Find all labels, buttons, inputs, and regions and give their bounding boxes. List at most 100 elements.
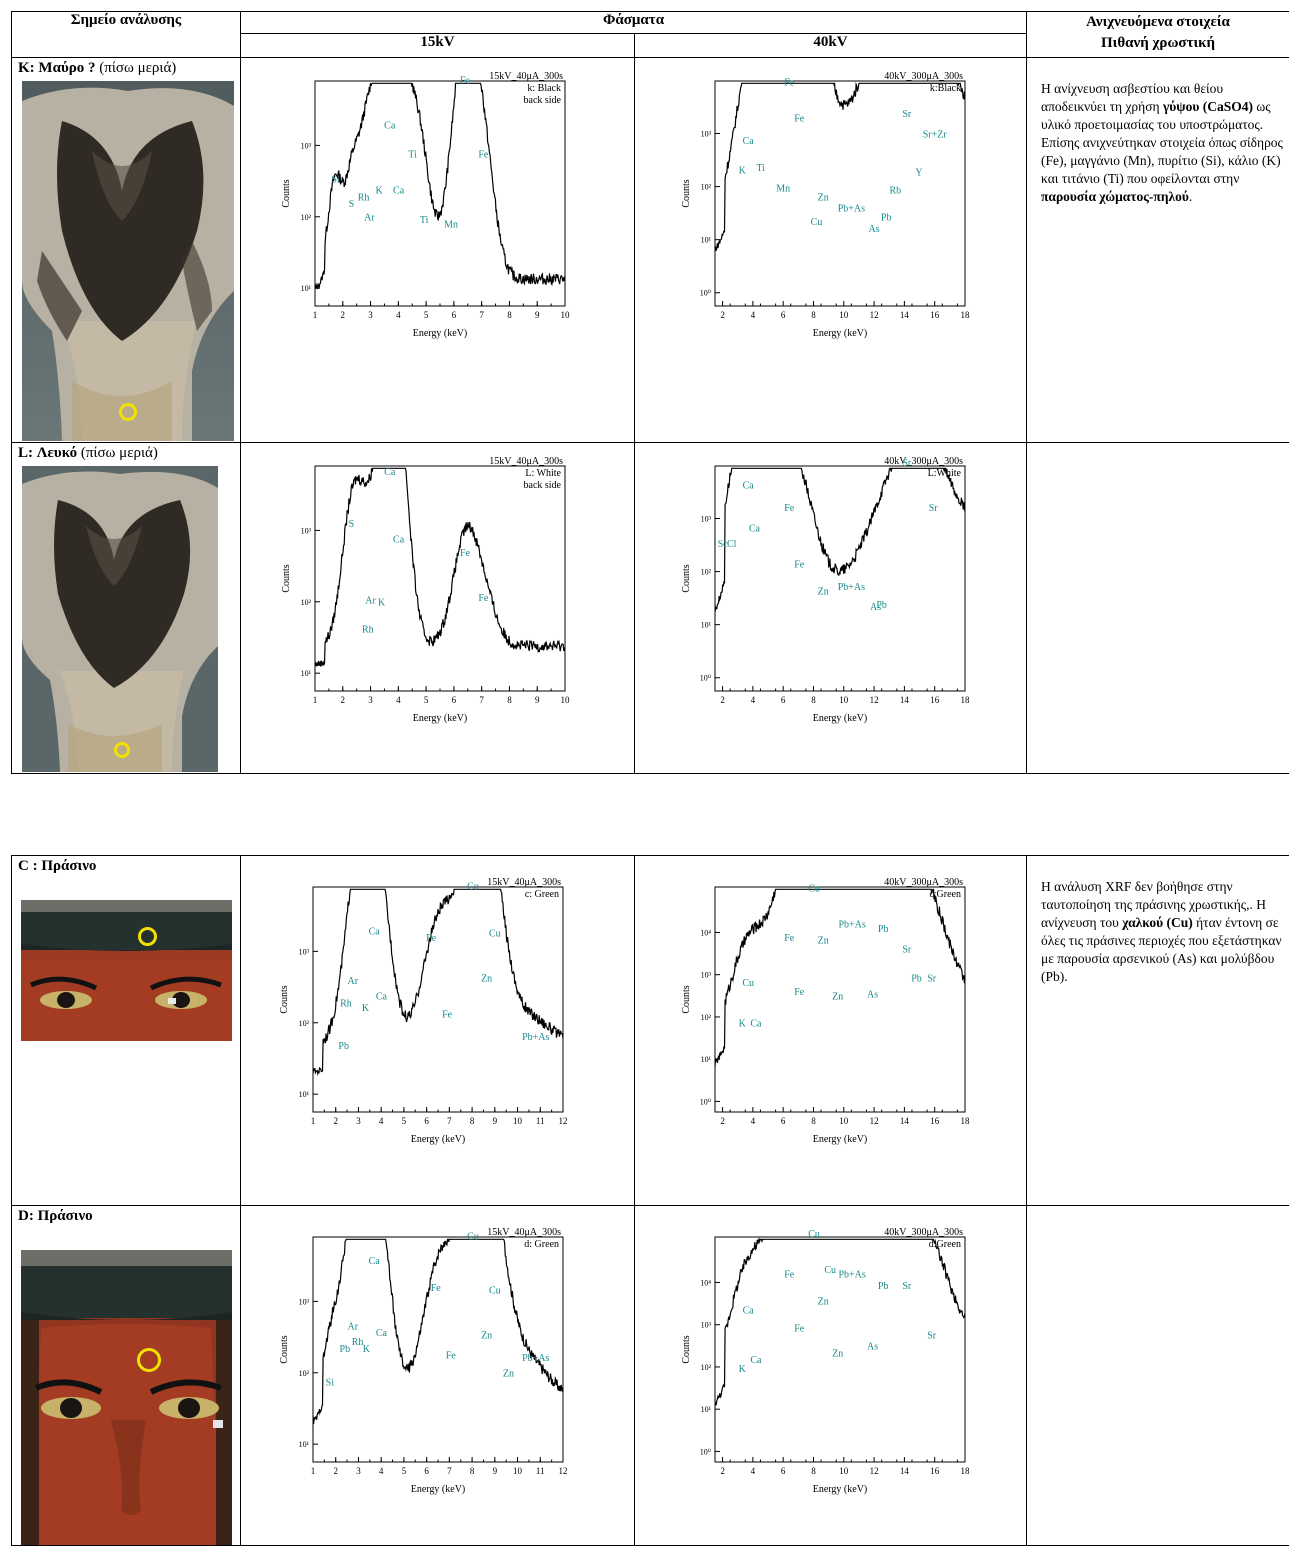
peak-label: Fe bbox=[784, 78, 795, 89]
spectrum-line bbox=[314, 82, 566, 290]
x-tick-label: 2 bbox=[341, 310, 346, 320]
row-c-label: C : Πράσινο bbox=[18, 858, 97, 874]
y-tick-label: 10² bbox=[301, 598, 312, 607]
plot-frame bbox=[314, 465, 566, 692]
peak-label: S bbox=[349, 519, 355, 530]
peak-label: Zn bbox=[818, 935, 829, 946]
peak-label: Pb bbox=[881, 213, 892, 224]
x-tick-label: 12 bbox=[870, 310, 879, 320]
x-tick-label: 11 bbox=[536, 1466, 545, 1476]
peak-label: As bbox=[869, 224, 880, 235]
row-k-label: K: Μαύρο ? (πίσω μεριά) bbox=[12, 58, 240, 77]
analysis-point-marker bbox=[138, 927, 157, 946]
y-axis-label: Counts bbox=[681, 985, 692, 1013]
y-axis-label: Counts bbox=[681, 564, 692, 592]
y-tick-label: 10³ bbox=[301, 526, 312, 535]
x-tick-label: 16 bbox=[930, 1466, 940, 1476]
x-axis-label: Energy (keV) bbox=[813, 713, 868, 724]
y-tick-label: 10² bbox=[701, 183, 712, 192]
row-l-40kv-cell: 40kV_300μA_300s L:White 2 4 6 8 10 12 14 16 18 Ener… bbox=[633, 442, 1028, 774]
x-axis-label: Energy (keV) bbox=[813, 1134, 868, 1145]
peak-label: Zn bbox=[481, 974, 492, 985]
y-axis-label: Counts bbox=[281, 179, 292, 207]
x-tick-label: 4 bbox=[379, 1466, 384, 1476]
peak-label: Pb bbox=[340, 1344, 351, 1355]
x-tick-label: 12 bbox=[559, 1116, 568, 1126]
peak-label: K bbox=[739, 1019, 747, 1030]
peak-label: Fe bbox=[460, 548, 471, 559]
peak-label: S bbox=[349, 199, 355, 210]
x-tick-label: 5 bbox=[402, 1466, 407, 1476]
x-tick-label: 1 bbox=[311, 1116, 316, 1126]
x-tick-label: 10 bbox=[839, 310, 849, 320]
peak-label: Ti bbox=[756, 163, 765, 174]
x-tick-label: 18 bbox=[961, 1116, 971, 1126]
peak-label: Ca bbox=[750, 1019, 762, 1030]
spectrum-sample-label: c: Green bbox=[525, 889, 559, 900]
row-k-label-rest: (πίσω μεριά) bbox=[95, 60, 177, 76]
spectra-table-1: Σημείο ανάλυσης Φάσματα Ανιχνευόμενα στο… bbox=[11, 11, 1289, 774]
y-tick-label: 10² bbox=[701, 1013, 712, 1022]
x-tick-label: 11 bbox=[536, 1116, 545, 1126]
peak-label: As bbox=[867, 1342, 878, 1353]
peak-label: Fe bbox=[442, 1010, 453, 1021]
y-tick-label: 10⁴ bbox=[700, 928, 711, 937]
spectrum-sample-label: d:Green bbox=[929, 1239, 961, 1250]
peak-label: Ca bbox=[743, 1306, 755, 1317]
y-tick-label: 10¹ bbox=[301, 284, 312, 293]
spectrum-l-15kv: 15kV_40μA_300s L: White back side 1 2 3 4 5 6 7 8 9… bbox=[273, 456, 583, 746]
spectrum-title: 40kV_300μA_300s bbox=[884, 877, 963, 888]
row-c-40kv-cell: 40kV_300μA_300s c:Green 2 4 6 8 10 12 14 16 18 Ener… bbox=[634, 855, 1027, 1206]
x-tick-label: 6 bbox=[424, 1466, 429, 1476]
spectrum-line bbox=[314, 467, 566, 667]
y-axis-label: Counts bbox=[681, 179, 692, 207]
peak-label: Pb+As bbox=[838, 582, 865, 593]
peak-label: Ca bbox=[750, 1355, 762, 1366]
row-l-label-bold: L: Λευκό bbox=[18, 445, 78, 461]
row-d-notes bbox=[1026, 1205, 1289, 1546]
peak-label: Rh bbox=[358, 192, 370, 203]
peak-label: Cu bbox=[808, 884, 820, 895]
y-tick-label: 10¹ bbox=[701, 1405, 712, 1414]
y-tick-label: 10³ bbox=[701, 1321, 712, 1330]
x-tick-label: 10 bbox=[561, 695, 571, 705]
y-tick-label: 10² bbox=[301, 213, 312, 222]
x-tick-label: 2 bbox=[341, 695, 346, 705]
peak-label: Cu bbox=[811, 217, 823, 228]
header-15kv: 15kV bbox=[240, 33, 635, 58]
peak-label: Fe bbox=[478, 150, 489, 161]
spectrum-line bbox=[312, 1238, 564, 1425]
peak-label: Y bbox=[915, 168, 922, 179]
peak-label: Fe bbox=[426, 933, 437, 944]
plot-frame bbox=[314, 80, 566, 307]
peak-label: As bbox=[867, 989, 878, 1000]
peak-label: Pb bbox=[338, 1041, 349, 1052]
x-tick-label: 3 bbox=[368, 695, 373, 705]
peak-label: Zn bbox=[481, 1330, 492, 1341]
y-axis-label: Counts bbox=[279, 985, 290, 1013]
row-c-note: Η ανάλυση XRF δεν βοήθησε στην ταυτοποίη… bbox=[1041, 879, 1282, 984]
spectrum-title: 40kV_300μA_300s bbox=[884, 456, 963, 467]
peak-label: Zn bbox=[832, 992, 843, 1003]
x-tick-label: 4 bbox=[396, 695, 401, 705]
spectrum-title: 15kV_40μA_300s bbox=[489, 71, 563, 82]
peak-label: Sr bbox=[902, 458, 912, 469]
peak-label: Pb bbox=[878, 924, 889, 935]
mask-face-photo-c bbox=[21, 900, 232, 1041]
header-elements-line1: Ανιχνευόμενα στοιχεία bbox=[1086, 14, 1230, 30]
peak-label: Ca bbox=[749, 523, 761, 534]
peak-label: Sr+Zr bbox=[923, 129, 948, 140]
peak-label: Cu bbox=[489, 1285, 501, 1296]
peak-label: Fe bbox=[794, 987, 805, 998]
y-tick-label: 10² bbox=[701, 568, 712, 577]
peak-label: Fe bbox=[784, 933, 795, 944]
spectrum-sample-label: k: Black bbox=[527, 83, 561, 94]
peak-label: Ca bbox=[743, 481, 755, 492]
header-spectra: Φάσματα bbox=[239, 11, 1028, 34]
x-tick-label: 14 bbox=[900, 1116, 910, 1126]
x-tick-label: 5 bbox=[424, 695, 429, 705]
x-tick-label: 9 bbox=[535, 310, 540, 320]
spectrum-d-40kv: 40kV_300μA_300s d:Green 2 4 6 8 10 12 14 16 18 Ener… bbox=[673, 1227, 983, 1517]
